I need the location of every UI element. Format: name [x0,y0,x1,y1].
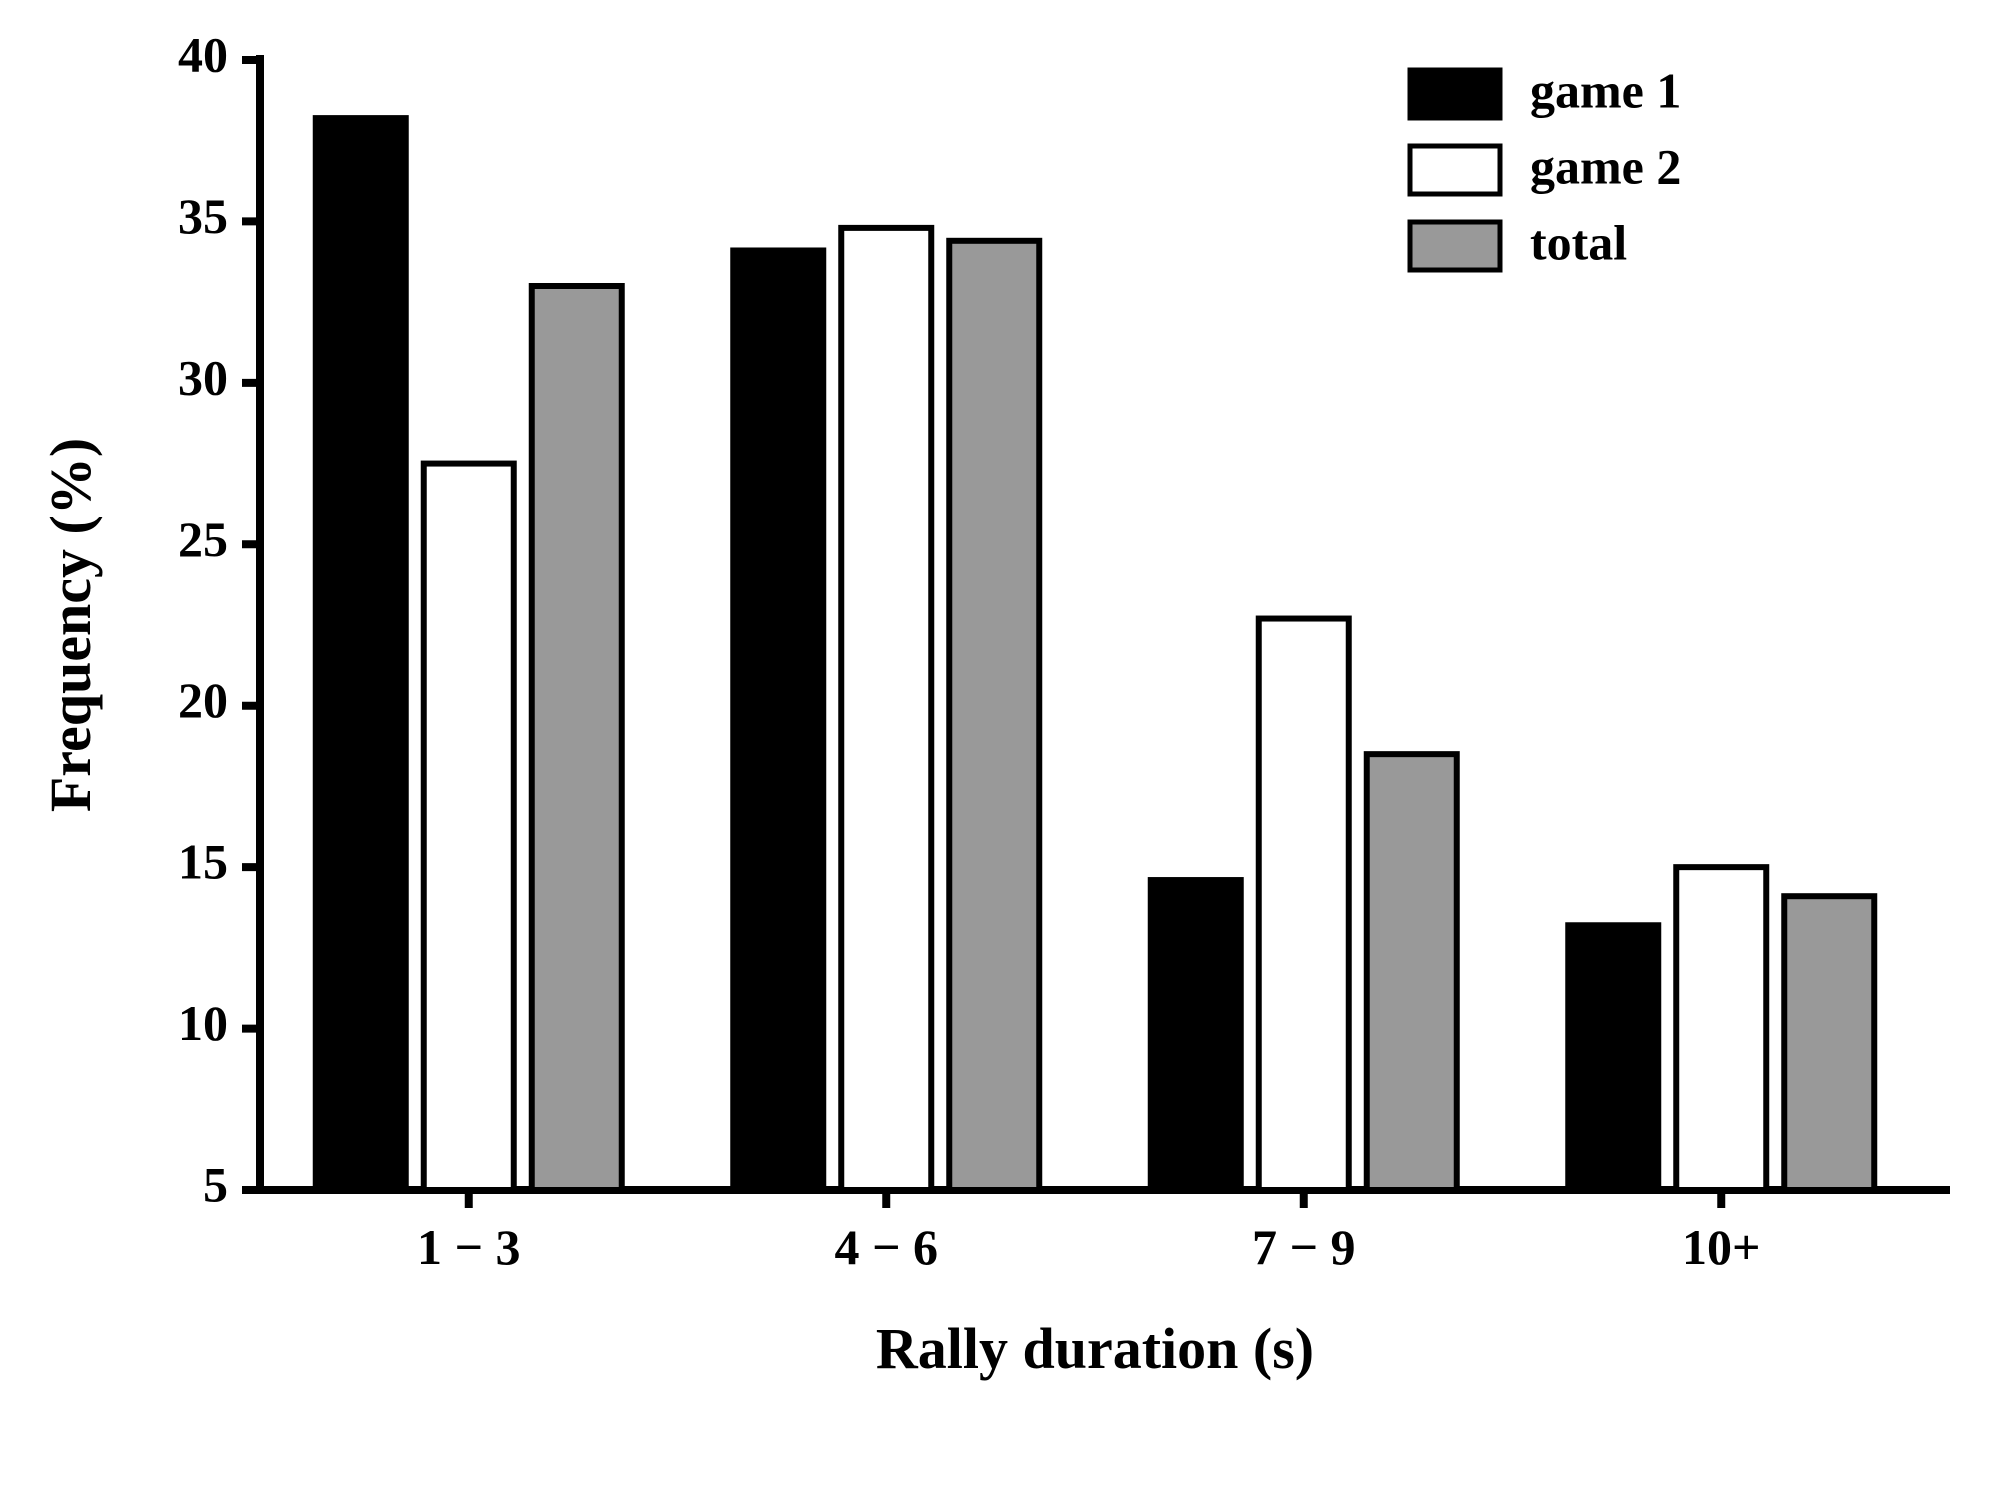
y-tick-label: 10 [178,995,228,1051]
y-tick-label: 40 [178,26,228,82]
x-axis-label: Rally duration (s) [876,1316,1314,1381]
legend-swatch [1410,222,1500,270]
y-tick-label: 5 [203,1156,228,1212]
bar [1676,867,1766,1190]
x-tick-label: 1 − 3 [417,1219,521,1275]
y-tick-label: 25 [178,511,228,567]
bar [1784,896,1874,1190]
bar-chart: 5 10 15 20 25 30 35 40 1 − 3 4 − 6 7 − 9 10+ Frequen… [0,0,2008,1500]
legend-swatch [1410,146,1500,194]
bar [1367,754,1457,1190]
y-tick-label: 20 [178,672,228,728]
legend-label: game 1 [1530,62,1681,118]
y-tick-label: 35 [178,188,228,244]
y-tick-label: 30 [178,349,228,405]
bar [841,228,931,1190]
y-tick-label: 15 [178,834,228,890]
chart-container: 5 10 15 20 25 30 35 40 1 − 3 4 − 6 7 − 9 10+ Frequen… [0,0,2008,1500]
y-axis-label: Frequency (%) [38,438,103,812]
bar [949,241,1039,1190]
bar [733,250,823,1190]
x-tick-label: 4 − 6 [835,1219,939,1275]
legend-label: game 2 [1530,138,1681,194]
bar [424,464,514,1190]
legend-swatch [1410,70,1500,118]
bar [532,286,622,1190]
x-tick-label: 7 − 9 [1252,1219,1356,1275]
legend-label: total [1530,214,1627,270]
bar [1259,619,1349,1190]
bar [316,118,406,1190]
x-tick-label: 10+ [1682,1219,1761,1275]
bar [1151,880,1241,1190]
bar [1568,925,1658,1190]
